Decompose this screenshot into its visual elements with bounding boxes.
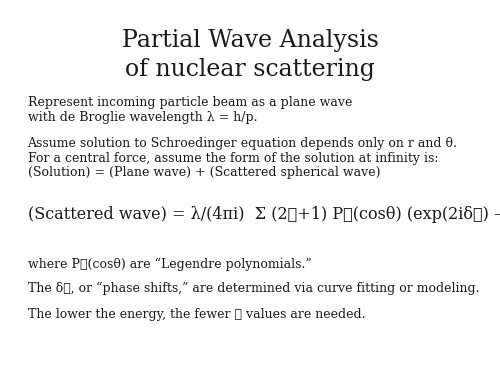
Text: Assume solution to Schroedinger equation depends only on r and θ.: Assume solution to Schroedinger equation… [28, 137, 458, 151]
Text: The δℓ, or “phase shifts,” are determined via curve fitting or modeling.: The δℓ, or “phase shifts,” are determine… [28, 282, 479, 295]
Text: (Scattered wave) = λ/(4πi)  Σ (2ℓ+1) Pℓ(cosθ) (exp(2iδℓ) – 1),: (Scattered wave) = λ/(4πi) Σ (2ℓ+1) Pℓ(c… [28, 206, 500, 223]
Text: with de Broglie wavelength λ = h/p.: with de Broglie wavelength λ = h/p. [28, 111, 257, 124]
Text: The lower the energy, the fewer ℓ values are needed.: The lower the energy, the fewer ℓ values… [28, 308, 365, 321]
Text: Represent incoming particle beam as a plane wave: Represent incoming particle beam as a pl… [28, 96, 352, 109]
Text: Partial Wave Analysis: Partial Wave Analysis [122, 29, 378, 52]
Text: where Pℓ(cosθ) are “Legendre polynomials.”: where Pℓ(cosθ) are “Legendre polynomials… [28, 258, 311, 271]
Text: (Solution) = (Plane wave) + (Scattered spherical wave): (Solution) = (Plane wave) + (Scattered s… [28, 166, 380, 179]
Text: of nuclear scattering: of nuclear scattering [125, 58, 375, 81]
Text: For a central force, assume the form of the solution at infinity is:: For a central force, assume the form of … [28, 152, 438, 165]
